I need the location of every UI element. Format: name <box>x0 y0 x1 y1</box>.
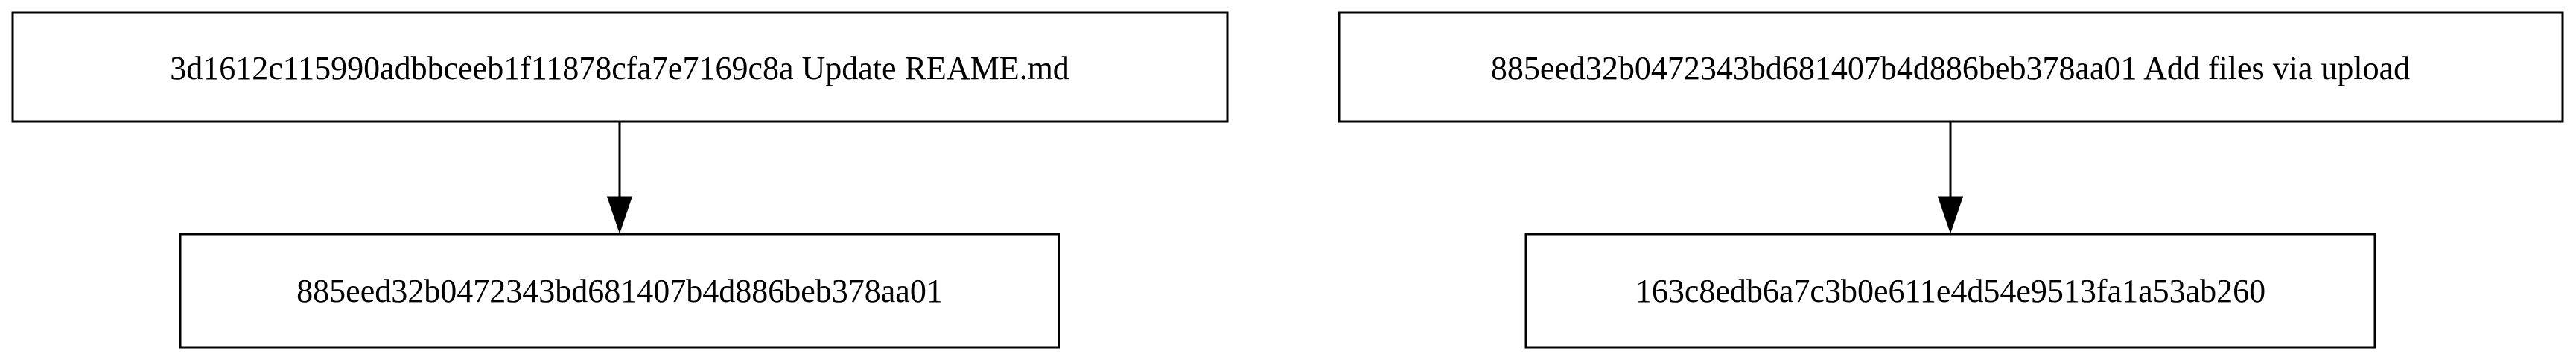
edge-885eed3-to-163c8ed <box>1937 121 1964 234</box>
commit-node-885eed3-parent: 885eed32b0472343bd681407b4d886beb378aa01 <box>179 233 1060 349</box>
commit-node-label: 3d1612c115990adbbceeb1f11878cfa7e7169c8a… <box>170 50 1069 86</box>
commit-node-label: 885eed32b0472343bd681407b4d886beb378aa01 <box>296 273 943 309</box>
commit-node-label: 163c8edb6a7c3b0e611e4d54e9513fa1a53ab260 <box>1635 273 2265 309</box>
arrowhead-icon <box>606 196 633 234</box>
commit-node-885eed3: 885eed32b0472343bd681407b4d886beb378aa01… <box>1338 11 2564 123</box>
edge-3d1612c-to-885eed3 <box>606 121 633 234</box>
arrowhead-icon <box>1937 196 1964 234</box>
commit-node-163c8ed: 163c8edb6a7c3b0e611e4d54e9513fa1a53ab260 <box>1524 233 2376 349</box>
commit-node-label: 885eed32b0472343bd681407b4d886beb378aa01… <box>1491 50 2410 86</box>
commit-node-3d1612c: 3d1612c115990adbbceeb1f11878cfa7e7169c8a… <box>11 11 1229 123</box>
